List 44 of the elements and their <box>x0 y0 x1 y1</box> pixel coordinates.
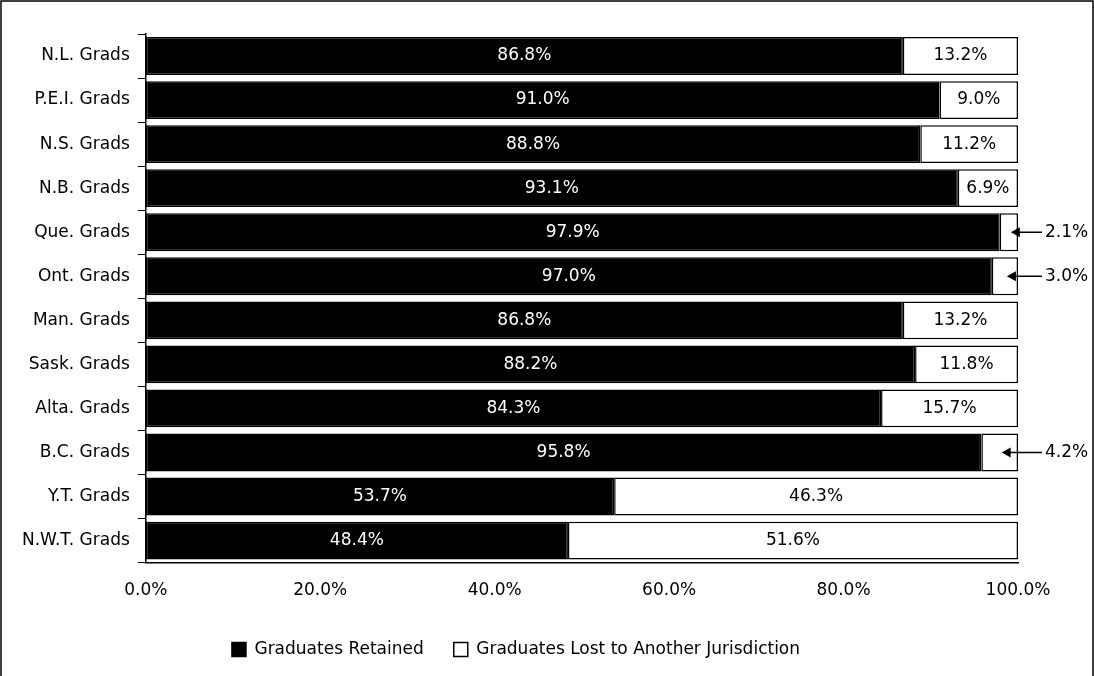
data-label: 51.6% <box>765 529 820 549</box>
y-tick-label: Ont. Grads <box>37 264 130 285</box>
data-label: 11.8% <box>939 352 994 373</box>
y-tick-label: Alta. Grads <box>35 396 130 417</box>
data-label: 95.8% <box>536 440 591 461</box>
legend-label: Graduates Lost to Another Jurisdiction <box>476 637 801 658</box>
data-label: 86.8% <box>497 44 552 65</box>
legend-label: Graduates Retained <box>254 637 424 658</box>
data-label: 48.4% <box>329 529 384 549</box>
data-label: 53.7% <box>352 484 407 505</box>
data-label: 2.1% <box>1045 220 1089 241</box>
y-tick-label: N.B. Grads <box>38 176 130 197</box>
data-label: 88.8% <box>506 132 561 153</box>
y-tick-label: Sask. Grads <box>28 352 130 373</box>
data-label: 9.0% <box>957 88 1001 109</box>
y-tick-label: N.S. Grads <box>39 132 130 153</box>
data-label: 13.2% <box>933 308 988 329</box>
y-tick-label: Que. Grads <box>34 220 130 241</box>
data-label: 88.2% <box>503 352 558 373</box>
data-label: 13.2% <box>933 44 988 65</box>
y-tick-label: Man. Grads <box>32 308 130 329</box>
x-tick-label: 80.0% <box>816 579 871 600</box>
y-tick-label: N.W.T. Grads <box>21 529 130 549</box>
y-tick-label: N.L. Grads <box>41 44 130 65</box>
x-tick-label: 0.0% <box>124 579 168 600</box>
data-label: 97.0% <box>541 264 596 285</box>
data-label: 97.9% <box>545 220 600 241</box>
data-label: 15.7% <box>922 396 977 417</box>
data-label: 93.1% <box>524 176 579 197</box>
data-label: 91.0% <box>515 88 570 109</box>
y-tick-label: Y.T. Grads <box>47 484 130 505</box>
data-label: 86.8% <box>497 308 552 329</box>
data-label: 11.2% <box>942 132 997 153</box>
data-label: 4.2% <box>1045 440 1089 461</box>
y-tick-label: P.E.I. Grads <box>34 88 130 109</box>
x-tick-label: 20.0% <box>293 579 348 600</box>
y-tick-label: B.C. Grads <box>39 440 130 461</box>
x-tick-label: 100.0% <box>985 579 1051 600</box>
data-label: 6.9% <box>966 176 1010 197</box>
data-label: 84.3% <box>486 396 541 417</box>
data-label: 46.3% <box>789 484 844 505</box>
data-label: 3.0% <box>1045 264 1089 285</box>
x-tick-label: 60.0% <box>642 579 697 600</box>
x-tick-label: 40.0% <box>467 579 522 600</box>
